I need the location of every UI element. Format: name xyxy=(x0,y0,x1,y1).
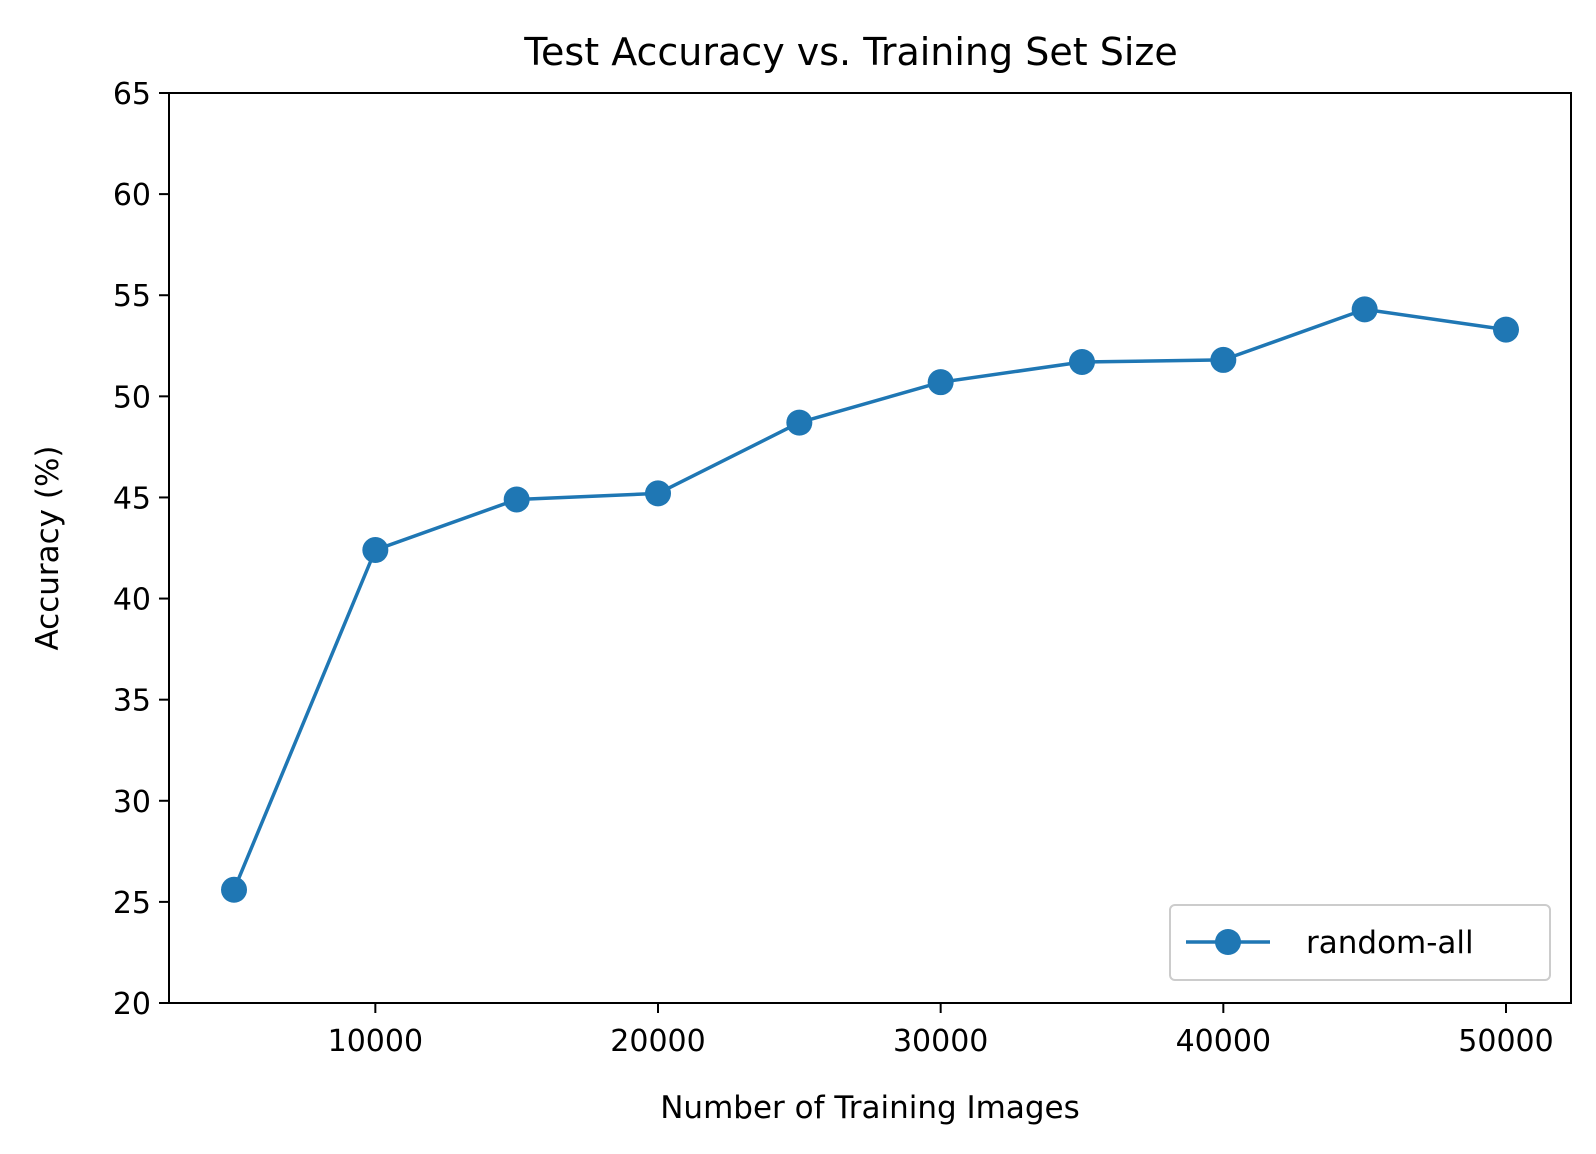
chart-title: Test Accuracy vs. Training Set Size xyxy=(523,30,1177,74)
series-points-random-all xyxy=(221,296,1519,903)
x-tick-label: 20000 xyxy=(610,1024,705,1059)
data-point xyxy=(362,537,389,564)
x-tick-label: 40000 xyxy=(1176,1024,1271,1059)
y-tick-label: 60 xyxy=(113,178,151,213)
legend: random-all xyxy=(1169,904,1551,981)
y-tick-label: 65 xyxy=(113,77,151,112)
data-point xyxy=(221,876,248,903)
y-tick-label: 55 xyxy=(113,279,151,314)
data-point xyxy=(645,480,672,507)
data-point xyxy=(927,369,954,396)
y-tick-label: 20 xyxy=(113,987,151,1022)
x-axis-label: Number of Training Images xyxy=(660,1090,1080,1126)
legend-label-random-all: random-all xyxy=(1306,925,1474,961)
x-tick-label: 30000 xyxy=(893,1024,988,1059)
legend-marker-random-all xyxy=(1215,929,1241,955)
legend-box xyxy=(1169,904,1551,981)
y-tick-label: 30 xyxy=(113,785,151,820)
data-point xyxy=(503,486,530,513)
x-tick-label: 10000 xyxy=(328,1024,423,1059)
y-tick-label: 50 xyxy=(113,380,151,415)
y-axis-label: Accuracy (%) xyxy=(30,445,66,650)
plot-frame xyxy=(168,92,1572,1004)
data-point xyxy=(1351,296,1378,323)
data-point xyxy=(1492,316,1519,343)
y-tick-label: 45 xyxy=(113,481,151,516)
series-line-random-all xyxy=(232,307,1507,891)
x-tick-label: 50000 xyxy=(1458,1024,1553,1059)
data-point xyxy=(786,409,813,436)
data-point xyxy=(1068,348,1095,375)
y-tick-label: 35 xyxy=(113,684,151,719)
y-tick-label: 25 xyxy=(113,886,151,921)
y-tick-label: 40 xyxy=(113,583,151,618)
plot-area xyxy=(169,93,1571,1003)
y-axis: 20 25 30 35 40 45 50 55 60 65 xyxy=(113,77,169,1022)
data-point xyxy=(1210,346,1237,373)
x-axis: 10000 20000 30000 40000 50000 xyxy=(328,1003,1554,1059)
